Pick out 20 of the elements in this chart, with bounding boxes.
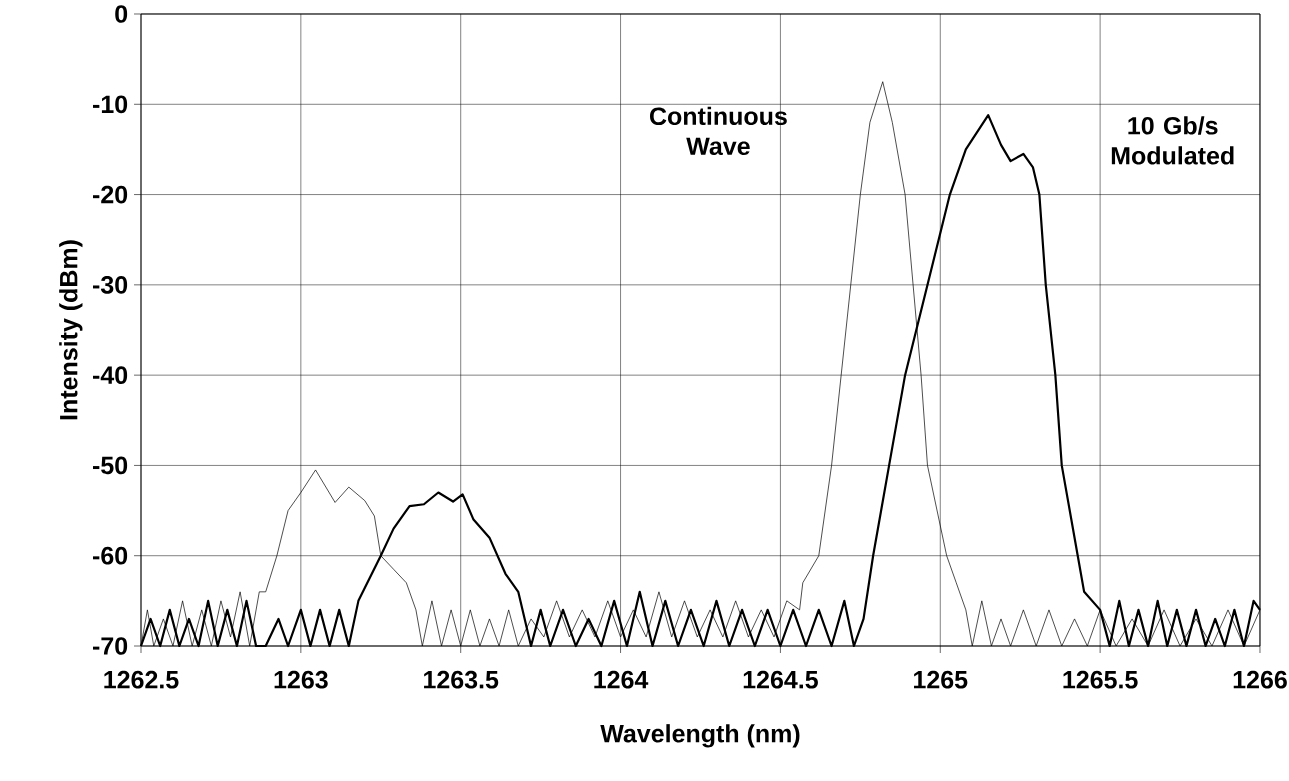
y-axis-title: Intensity (dBm) [59, 240, 83, 420]
annotation: 10 Gb/s Modulated [1111, 116, 1234, 165]
x-tick-label: 1265.5 [1063, 670, 1138, 689]
x-axis-title: Wavelength (nm) [600, 724, 800, 748]
x-tick-label: 1266 [1233, 670, 1287, 689]
y-tick-label: -50 [93, 456, 128, 475]
y-tick-label: -60 [93, 546, 128, 565]
y-tick-label: -70 [93, 637, 128, 655]
y-tick-label: -10 [93, 95, 128, 114]
x-tick-label: 1265 [914, 670, 968, 689]
y-tick-label: -40 [93, 366, 128, 384]
x-tick-label: 1264.5 [743, 670, 818, 689]
x-tick-label: 1262.5 [104, 670, 179, 689]
x-tick-label: 1263.5 [424, 670, 499, 689]
annotation: Continuous Wave [650, 106, 787, 156]
y-tick-label: -30 [93, 275, 128, 294]
y-tick-label: -20 [93, 185, 128, 204]
x-tick-label: 1264 [594, 670, 649, 689]
y-tick-label: 0 [115, 5, 128, 23]
x-tick-label: 1263 [274, 670, 328, 689]
